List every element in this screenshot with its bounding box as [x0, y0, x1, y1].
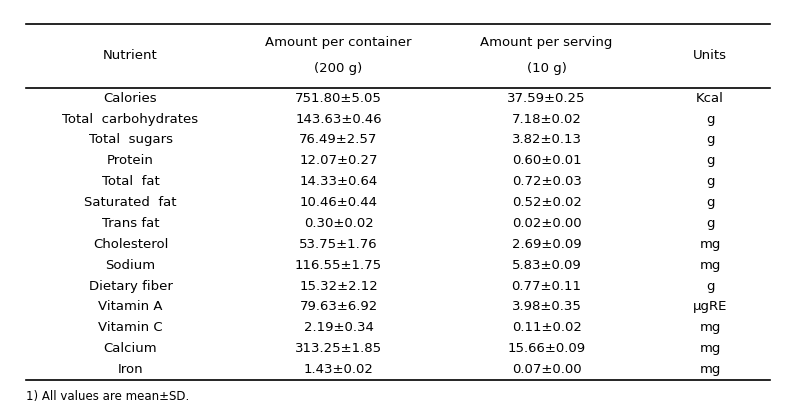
- Text: 1.43±0.02: 1.43±0.02: [303, 363, 373, 376]
- Text: mg: mg: [700, 321, 720, 334]
- Text: 0.72±0.03: 0.72±0.03: [512, 175, 582, 188]
- Text: Iron: Iron: [118, 363, 143, 376]
- Text: 76.49±2.57: 76.49±2.57: [299, 134, 378, 147]
- Text: g: g: [706, 134, 714, 147]
- Text: Protein: Protein: [107, 154, 154, 167]
- Text: Cholesterol: Cholesterol: [93, 238, 168, 251]
- Text: 751.80±5.05: 751.80±5.05: [295, 92, 382, 105]
- Text: 10.46±0.44: 10.46±0.44: [299, 196, 377, 209]
- Text: mg: mg: [700, 259, 720, 272]
- Text: 79.63±6.92: 79.63±6.92: [299, 300, 377, 313]
- Text: Calcium: Calcium: [103, 342, 158, 355]
- Text: g: g: [706, 217, 714, 230]
- Text: 0.77±0.11: 0.77±0.11: [512, 279, 582, 292]
- Text: Vitamin A: Vitamin A: [98, 300, 162, 313]
- Text: 0.07±0.00: 0.07±0.00: [512, 363, 581, 376]
- Text: Nutrient: Nutrient: [103, 49, 158, 62]
- Text: 12.07±0.27: 12.07±0.27: [299, 154, 378, 167]
- Text: g: g: [706, 113, 714, 126]
- Text: Sodium: Sodium: [105, 259, 155, 272]
- Text: 7.18±0.02: 7.18±0.02: [512, 113, 582, 126]
- Text: g: g: [706, 279, 714, 292]
- Text: g: g: [706, 196, 714, 209]
- Text: Total  carbohydrates: Total carbohydrates: [62, 113, 198, 126]
- Text: Trans fat: Trans fat: [102, 217, 159, 230]
- Text: Amount per serving: Amount per serving: [481, 36, 613, 49]
- Text: 2.19±0.34: 2.19±0.34: [303, 321, 373, 334]
- Text: Saturated  fat: Saturated fat: [84, 196, 177, 209]
- Text: g: g: [706, 154, 714, 167]
- Text: 0.52±0.02: 0.52±0.02: [512, 196, 582, 209]
- Text: Units: Units: [693, 49, 727, 62]
- Text: Dietary fiber: Dietary fiber: [88, 279, 173, 292]
- Text: 116.55±1.75: 116.55±1.75: [295, 259, 382, 272]
- Text: g: g: [706, 175, 714, 188]
- Text: (200 g): (200 g): [314, 62, 363, 75]
- Text: Kcal: Kcal: [696, 92, 724, 105]
- Text: 313.25±1.85: 313.25±1.85: [295, 342, 382, 355]
- Text: 15.66±0.09: 15.66±0.09: [508, 342, 586, 355]
- Text: 5.83±0.09: 5.83±0.09: [512, 259, 582, 272]
- Text: mg: mg: [700, 342, 720, 355]
- Text: 0.30±0.02: 0.30±0.02: [304, 217, 373, 230]
- Text: Calories: Calories: [103, 92, 158, 105]
- Text: μgRE: μgRE: [693, 300, 728, 313]
- Text: Vitamin C: Vitamin C: [98, 321, 163, 334]
- Text: 3.98±0.35: 3.98±0.35: [512, 300, 582, 313]
- Text: 14.33±0.64: 14.33±0.64: [299, 175, 377, 188]
- Text: 15.32±2.12: 15.32±2.12: [299, 279, 378, 292]
- Text: mg: mg: [700, 238, 720, 251]
- Text: 143.63±0.46: 143.63±0.46: [295, 113, 382, 126]
- Text: 0.60±0.01: 0.60±0.01: [512, 154, 581, 167]
- Text: 0.11±0.02: 0.11±0.02: [512, 321, 582, 334]
- Text: 1) All values are mean±SD.: 1) All values are mean±SD.: [26, 390, 189, 403]
- Text: 2.69±0.09: 2.69±0.09: [512, 238, 581, 251]
- Text: 0.02±0.00: 0.02±0.00: [512, 217, 581, 230]
- Text: Total  sugars: Total sugars: [88, 134, 173, 147]
- Text: 37.59±0.25: 37.59±0.25: [507, 92, 586, 105]
- Text: (10 g): (10 g): [527, 62, 567, 75]
- Text: mg: mg: [700, 363, 720, 376]
- Text: Total  fat: Total fat: [102, 175, 159, 188]
- Text: 53.75±1.76: 53.75±1.76: [299, 238, 378, 251]
- Text: Amount per container: Amount per container: [265, 36, 412, 49]
- Text: 3.82±0.13: 3.82±0.13: [512, 134, 582, 147]
